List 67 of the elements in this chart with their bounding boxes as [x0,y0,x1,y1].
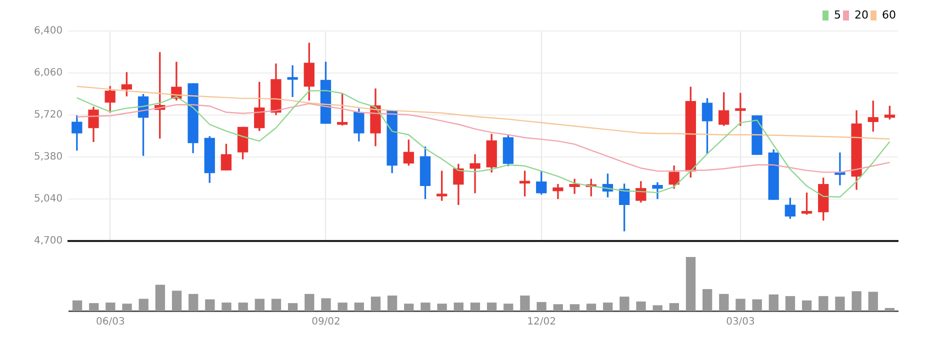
bar [138,298,148,311]
bar [669,303,679,311]
bar [553,304,563,311]
bar [702,289,712,311]
bar [304,294,314,311]
bar [620,296,630,311]
legend-label: 60 [882,8,896,22]
bar [271,298,282,311]
bar [222,302,232,311]
bar [288,303,298,311]
bar [686,257,696,311]
bar [106,302,116,311]
bar [254,298,264,311]
bar [719,294,729,311]
candlestick [470,154,480,194]
bar [470,302,480,311]
bar [321,298,331,311]
bar [205,299,215,311]
y-tick-label: 4,700 [34,236,63,247]
bar [504,304,514,311]
candlestick [287,65,298,98]
bar [238,302,248,311]
bar [884,308,895,311]
x-tick-label: 06/03 [96,316,125,328]
bar [72,300,82,311]
bar [89,303,99,311]
bar [437,304,447,311]
y-tick-label: 6,400 [34,26,63,37]
bar [338,302,348,311]
bar [802,300,812,311]
bar [835,296,845,311]
bar [454,302,464,311]
bar [652,305,662,311]
bar [586,304,596,311]
x-tick-label: 12/02 [527,316,556,328]
bar [868,292,878,311]
bar [172,290,182,311]
bar [520,296,530,311]
x-tick-label: 03/03 [726,316,755,328]
bar [603,302,613,311]
bar [570,304,580,311]
bar [818,296,828,311]
y-tick-label: 5,720 [34,110,63,121]
y-tick-label: 5,040 [34,194,63,205]
bar [785,296,796,311]
bar [536,302,546,311]
y-tick-label: 5,380 [34,152,63,163]
bar [354,302,364,311]
legend-label: 20 [854,8,869,22]
bar [420,302,430,311]
bar [155,284,166,311]
bar [768,294,778,311]
bar [736,298,746,311]
bar [752,299,762,311]
bar [486,302,497,311]
bar [852,291,862,311]
bar [387,296,398,311]
x-tick-label: 09/02 [312,316,340,328]
candlestick [834,152,846,186]
y-tick-label: 6,060 [34,68,63,79]
bar [188,294,198,311]
bar [404,304,414,311]
bar [370,296,381,311]
legend-label: 5 [834,8,842,22]
bar [122,304,132,311]
bar [636,301,646,311]
candlestick [552,184,564,200]
